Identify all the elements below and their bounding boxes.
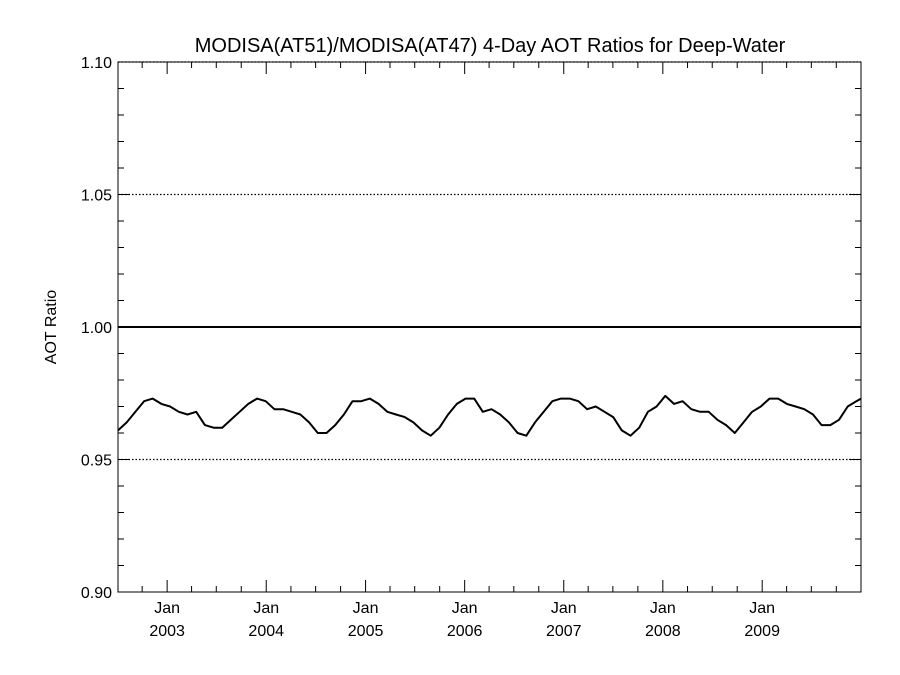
x-tick-year-4: 2007: [546, 623, 582, 640]
x-tick-year-3: 2006: [447, 623, 483, 640]
x-tick-year-1: 2004: [248, 623, 284, 640]
plot-frame: [117, 61, 862, 593]
grid-lines: [118, 61, 861, 461]
x-tick-month-5: Jan: [650, 600, 676, 617]
chart-title: MODISA(AT51)/MODISA(AT47) 4-Day AOT Rati…: [195, 35, 786, 57]
x-tick-month-0: Jan: [154, 600, 180, 617]
x-tick-month-3: Jan: [452, 600, 478, 617]
x-tick-month-2: Jan: [353, 600, 379, 617]
y-axis-label: AOT Ratio: [43, 290, 60, 365]
x-tick-month-4: Jan: [551, 600, 577, 617]
x-tick-year-6: 2009: [744, 623, 780, 640]
x-tick-labels: Jan 2003 Jan 2004 Jan 2005 Jan 2006 Jan 2007 Jan 20…: [149, 600, 780, 640]
x-tick-month-6: Jan: [749, 600, 775, 617]
x-tick-month-1: Jan: [253, 600, 279, 617]
x-tick-year-2: 2005: [348, 623, 384, 640]
series-line: [117, 394, 862, 437]
x-tick-year-0: 2003: [149, 623, 185, 640]
x-tick-year-5: 2008: [645, 623, 681, 640]
y-tick-label-3: 1.05: [81, 188, 112, 205]
y-tick-labels: 0.90 0.95 1.00 1.05 1.10: [81, 55, 112, 602]
y-tick-label-0: 0.90: [81, 585, 112, 602]
y-tick-label-2: 1.00: [81, 320, 112, 337]
y-tick-label-4: 1.10: [81, 55, 112, 72]
y-tick-label-1: 0.95: [81, 453, 112, 470]
